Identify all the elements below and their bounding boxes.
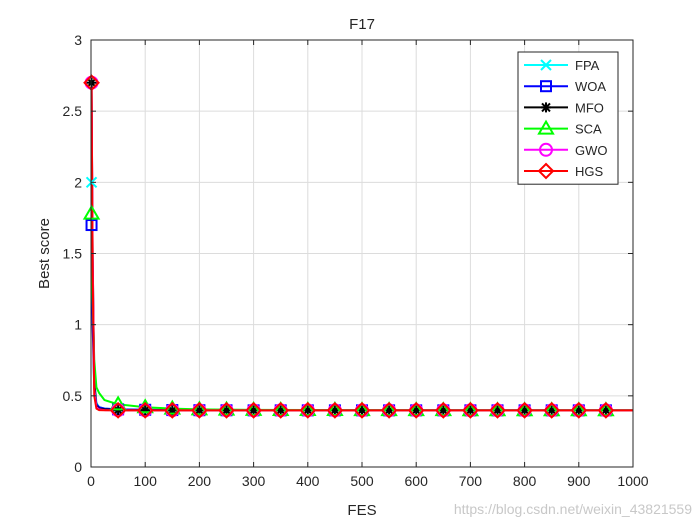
y-tick-label: 1 <box>74 317 82 333</box>
point-hgs <box>597 401 615 419</box>
point-hgs <box>516 401 534 419</box>
point-woa <box>85 219 98 232</box>
x-tick-label: 400 <box>296 473 320 489</box>
y-tick-label: 0 <box>74 459 82 475</box>
y-tick-label: 3 <box>74 32 82 48</box>
point-hgs <box>434 401 452 419</box>
point-hgs <box>245 401 263 419</box>
point-sca <box>380 401 398 417</box>
point-sca <box>109 395 127 411</box>
legend-marker-fpa <box>540 59 552 71</box>
point-hgs <box>570 401 588 419</box>
point-sca <box>244 400 263 416</box>
chart-title: F17 <box>349 16 375 33</box>
x-tick-label: 900 <box>567 473 591 489</box>
x-tick-label: 300 <box>242 473 266 489</box>
series-markers <box>82 74 615 419</box>
point-hgs <box>272 401 290 419</box>
series-line-hgs <box>90 82 633 412</box>
point-sca <box>217 400 236 416</box>
legend-label-hgs: HGS <box>575 164 604 179</box>
point-hgs <box>380 401 398 419</box>
point-sca <box>542 401 561 417</box>
series-lines <box>90 82 633 412</box>
y-tick-label: 2.5 <box>63 103 83 119</box>
point-sca <box>190 400 209 416</box>
x-tick-label: 800 <box>513 473 537 489</box>
x-tick-label: 1000 <box>617 473 648 489</box>
y-tick-label: 1.5 <box>63 246 83 262</box>
legend-marker-sca <box>537 119 555 135</box>
axis-ticks: 0 100 200 300 400 500 600 700 800 900 1000 0 0.5 1 1.5… <box>63 32 649 489</box>
point-sca <box>570 401 588 417</box>
legend-label-woa: WOA <box>575 79 606 94</box>
legend-label-fpa: FPA <box>575 58 600 73</box>
point-hgs <box>407 401 425 419</box>
legend-label-sca: SCA <box>575 122 602 137</box>
point-hgs <box>489 401 506 419</box>
x-tick-label: 0 <box>87 473 95 489</box>
point-sca <box>515 401 534 417</box>
point-hgs <box>326 401 344 419</box>
point-hgs <box>218 401 235 419</box>
point-hgs <box>353 401 371 419</box>
point-hgs <box>109 401 127 419</box>
point-hgs <box>136 401 154 419</box>
x-tick-label: 600 <box>405 473 429 489</box>
point-sca <box>353 401 371 417</box>
legend: FPA WOA MFO SCA GWO HGS <box>517 51 619 185</box>
legend-label-gwo: GWO <box>575 143 608 158</box>
point-sca <box>488 401 507 417</box>
legend-marker-gwo <box>539 142 553 157</box>
point-sca <box>597 401 615 417</box>
legend-marker-mfo <box>541 102 551 113</box>
point-sca <box>434 401 453 417</box>
point-hgs <box>190 401 208 419</box>
point-hgs <box>461 401 479 419</box>
point-sca <box>299 401 317 416</box>
x-axis-label: FES <box>347 502 376 519</box>
point-mfo <box>86 77 97 88</box>
watermark: https://blog.csdn.net/weixin_43821559 <box>453 501 692 517</box>
point-mfo-stroke <box>86 77 97 88</box>
point-hgs <box>163 401 181 419</box>
point-sca <box>326 401 344 417</box>
legend-label-mfo: MFO <box>575 100 604 115</box>
legend-marker-mfo-stroke <box>541 102 551 113</box>
point-sca <box>461 401 480 417</box>
point-hgs <box>83 74 100 92</box>
point-hgs <box>299 401 317 419</box>
y-tick-label: 2 <box>74 174 82 190</box>
legend-marker-fpa-stroke <box>540 59 552 71</box>
legend-marker-hgs <box>537 162 555 180</box>
y-tick-label: 0.5 <box>63 388 83 404</box>
legend-marker-woa <box>540 80 552 93</box>
x-tick-label: 700 <box>459 473 483 489</box>
point-sca <box>271 400 290 416</box>
legend-box <box>517 51 619 185</box>
x-tick-label: 500 <box>350 473 374 489</box>
x-tick-label: 200 <box>188 473 212 489</box>
point-sca <box>407 401 425 417</box>
point-hgs <box>543 401 561 419</box>
y-axis-label: Best score <box>36 218 53 289</box>
x-tick-label: 100 <box>134 473 158 489</box>
point-sca <box>82 204 101 220</box>
